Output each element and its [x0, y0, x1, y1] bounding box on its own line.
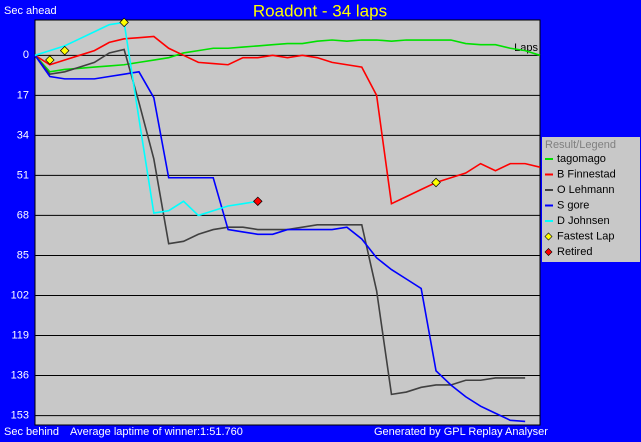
legend-label: tagomago — [557, 153, 606, 165]
marker-point — [59, 45, 70, 56]
legend-label: B Finnestad — [557, 168, 616, 180]
legend — [542, 137, 640, 262]
plot-area — [34, 19, 541, 426]
legend-swatch — [544, 232, 553, 241]
y-label-bottom: Sec behind — [4, 426, 59, 438]
legend-label: S gore — [557, 199, 589, 211]
y-tick-label: 85 — [17, 249, 29, 261]
series-line — [34, 54, 526, 423]
legend-label: D Johnsen — [557, 215, 610, 227]
y-tick-label: 0 — [23, 49, 29, 61]
y-label-top: Sec ahead — [4, 5, 57, 17]
legend-label: Retired — [557, 246, 592, 258]
legend-title: Result/Legend — [545, 139, 616, 151]
y-tick-label: 51 — [17, 169, 29, 181]
y-tick-label: 119 — [11, 329, 29, 341]
legend-swatch — [544, 248, 553, 256]
marker-point — [119, 17, 129, 28]
series-line — [34, 39, 541, 73]
y-tick-label: 34 — [17, 129, 29, 141]
series-line — [34, 35, 541, 205]
marker-point — [431, 177, 441, 188]
legend-label: O Lehmann — [557, 184, 614, 196]
chart-title: Roadont - 34 laps — [253, 1, 387, 20]
y-tick-label: 17 — [17, 89, 29, 101]
marker-point — [253, 196, 263, 207]
y-tick-label: 68 — [17, 209, 29, 221]
footer-left: Average laptime of winner:1:51.760 — [70, 426, 243, 438]
marker-point — [45, 55, 55, 65]
x-label: Laps — [514, 42, 538, 54]
y-tick-label: 136 — [11, 369, 29, 381]
legend-label: Fastest Lap — [557, 230, 614, 242]
footer-right: Generated by GPL Replay Analyser — [374, 426, 548, 438]
series-line — [34, 21, 258, 217]
y-tick-label: 102 — [11, 289, 29, 301]
y-tick-label: 153 — [11, 409, 29, 421]
series-line — [34, 48, 526, 396]
